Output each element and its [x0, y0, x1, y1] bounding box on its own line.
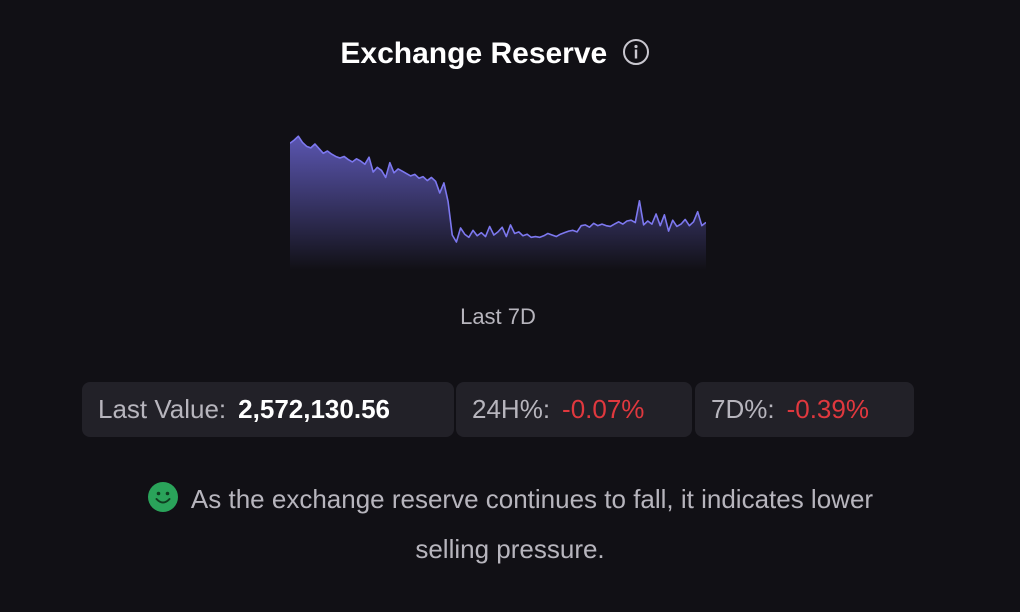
change-24h-card: 24H%: -0.07%: [456, 382, 692, 437]
insight-message: As the exchange reserve continues to fal…: [130, 474, 890, 574]
chart-area-fill: [290, 136, 706, 270]
last-value: 2,572,130.56: [238, 394, 390, 424]
last-value-label: Last Value:: [98, 394, 227, 424]
change-24h-label: 24H%:: [472, 394, 551, 424]
reserve-area-chart: [290, 130, 706, 270]
insight-text: As the exchange reserve continues to fal…: [190, 484, 874, 564]
change-7d-card: 7D%: -0.39%: [695, 382, 914, 437]
info-icon[interactable]: [622, 37, 650, 65]
chart-title: Exchange Reserve: [340, 37, 608, 70]
change-7d-label: 7D%:: [711, 394, 775, 424]
chart-title-row: Exchange Reserve: [0, 34, 990, 74]
last-value-card: Last Value: 2,572,130.56: [82, 382, 454, 437]
smile-icon: [147, 479, 179, 512]
chart-svg: [290, 135, 706, 270]
chart-series-line: [290, 135, 706, 243]
chart-period-label: Last 7D: [460, 304, 536, 329]
change-24h-value: -0.07%: [562, 394, 645, 424]
change-7d-value: -0.39%: [786, 394, 869, 424]
